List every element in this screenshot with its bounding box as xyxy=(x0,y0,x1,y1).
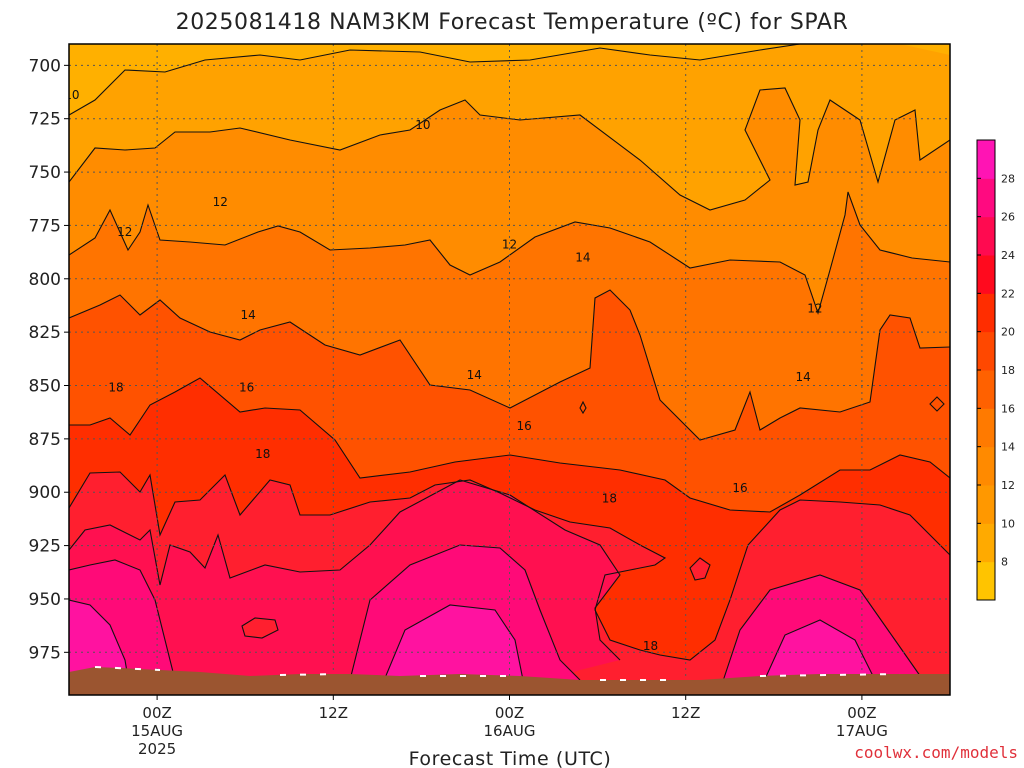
contour-label-14: 18 xyxy=(255,447,270,461)
colorbar-segment-0 xyxy=(977,561,995,601)
contour-24-right xyxy=(759,619,881,691)
contour-10 xyxy=(69,44,801,116)
contour-22-left xyxy=(69,559,176,681)
colorbar-tick-label-16: 16 xyxy=(1001,402,1015,415)
contour-16 xyxy=(69,377,950,513)
y-tick-label-750: 750 xyxy=(29,163,61,183)
contour-22-mid xyxy=(349,544,581,681)
colorbar-tick-label-10: 10 xyxy=(1001,517,1015,530)
y-tick-label-800: 800 xyxy=(29,270,61,290)
contour-label-1: 10 xyxy=(415,118,430,132)
y-tick-label-875: 875 xyxy=(29,430,61,450)
contour-label-3: 12 xyxy=(213,195,228,209)
contour-label-13: 16 xyxy=(732,481,747,495)
colorbar-segment-2 xyxy=(977,485,995,524)
colorbar-segment-7 xyxy=(977,293,995,333)
y-tick-label-850: 850 xyxy=(29,377,61,397)
y-tick-label-725: 725 xyxy=(29,110,61,130)
colorbar-tick-label-12: 12 xyxy=(1001,479,1015,492)
x-tick-label-4: 00Z xyxy=(847,704,876,722)
credit-text: coolwx.com/models xyxy=(854,743,1018,762)
x-tick-date-2: 16AUG xyxy=(484,722,536,740)
contour-small-4 xyxy=(579,400,587,415)
contour-label-5: 12 xyxy=(807,302,822,316)
y-tick-label-925: 925 xyxy=(29,537,61,557)
contour-20 xyxy=(69,479,621,661)
colorbar-segment-5 xyxy=(977,370,995,409)
colorbar-segment-6 xyxy=(977,331,995,371)
y-tick-label-950: 950 xyxy=(29,590,61,610)
x-tick-label-0: 00Z xyxy=(142,704,171,722)
contour-label-8: 14 xyxy=(467,368,482,382)
y-tick-label-975: 975 xyxy=(29,643,61,663)
x-tick-label-1: 12Z xyxy=(319,704,348,722)
y-tick-label-825: 825 xyxy=(29,323,61,343)
colorbar-tick-label-22: 22 xyxy=(1001,287,1015,300)
contour-label-16: 18 xyxy=(643,639,658,653)
contours xyxy=(69,44,950,691)
colorbar-tick-label-20: 20 xyxy=(1001,326,1015,339)
contour-label-15: 18 xyxy=(602,492,617,506)
contour-label-6: 14 xyxy=(575,250,590,264)
contour-small-2 xyxy=(689,557,711,581)
colorbar-segment-11 xyxy=(977,140,995,179)
colorbar-tick-label-18: 18 xyxy=(1001,364,1015,377)
x-tick-label-2: 00Z xyxy=(495,704,524,722)
y-tick-label-700: 700 xyxy=(29,56,61,76)
colorbar-segment-1 xyxy=(977,523,995,563)
colorbar-segment-9 xyxy=(977,216,995,256)
colorbar-tick-label-28: 28 xyxy=(1001,172,1015,185)
contour-14 xyxy=(69,289,950,441)
colorbar-segment-3 xyxy=(977,446,995,486)
colorbar-tick-label-8: 8 xyxy=(1001,556,1008,569)
contour-labels: 10 10 12 12 12 12 14 14 14 14 18 16 16 16 18 18 18 xyxy=(64,88,823,653)
contour-label-4: 12 xyxy=(502,238,517,252)
contour-label-10: 18 xyxy=(108,381,123,395)
contour-label-9: 14 xyxy=(796,370,811,384)
contour-label-7: 14 xyxy=(240,308,255,322)
x-tick-date-0: 15AUG xyxy=(131,722,183,740)
contour-small-3 xyxy=(929,396,945,412)
contour-label-11: 16 xyxy=(239,381,254,395)
contour-label-0: 10 xyxy=(64,88,79,102)
contour-small-1 xyxy=(241,617,279,639)
colorbar-segment-10 xyxy=(977,178,995,218)
plot-area: 10 10 12 12 12 12 14 14 14 14 18 16 16 16 18 18 18 xyxy=(64,44,950,695)
contour-label-2: 12 xyxy=(117,225,132,239)
contour-18 xyxy=(69,471,950,661)
colorbar-segment-4 xyxy=(977,408,995,448)
y-tick-label-900: 900 xyxy=(29,483,61,503)
chart-title: 2025081418 NAM3KM Forecast Temperature (… xyxy=(176,10,849,35)
band-26 xyxy=(69,600,880,690)
contour-24-mid xyxy=(379,604,526,691)
colorbar: 8 10 12 14 16 18 20 22 24 26 28 xyxy=(976,139,1015,601)
contour-22-right xyxy=(719,574,931,691)
x-axis-label: Forecast Time (UTC) xyxy=(409,748,612,768)
contour-10b xyxy=(69,87,950,211)
y-axis: 700 725 750 775 800 825 850 875 900 925 950 975 xyxy=(29,56,69,663)
colorbar-segment-8 xyxy=(977,255,995,294)
x-tick-year-0: 2025 xyxy=(138,740,176,758)
contour-label-12: 16 xyxy=(517,419,532,433)
colorbar-tick-label-14: 14 xyxy=(1001,441,1015,454)
y-tick-label-775: 775 xyxy=(29,216,61,236)
x-tick-label-3: 12Z xyxy=(671,704,700,722)
colorbar-tick-label-24: 24 xyxy=(1001,249,1015,262)
x-tick-date-4: 17AUG xyxy=(836,722,888,740)
terrain xyxy=(69,667,950,695)
contour-12 xyxy=(69,191,950,315)
grid-lines xyxy=(69,44,950,695)
colorbar-tick-label-26: 26 xyxy=(1001,211,1015,224)
